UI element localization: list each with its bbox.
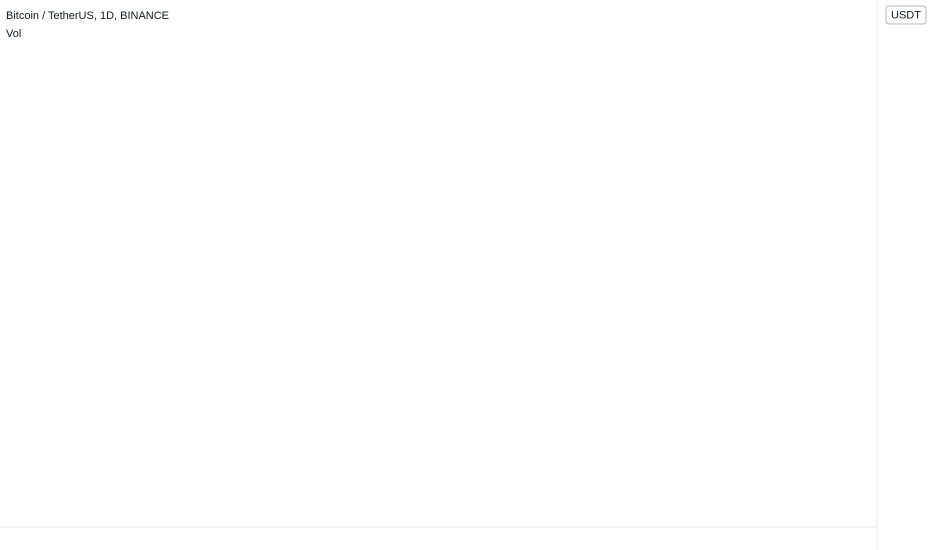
volume-label: Vol (6, 28, 21, 40)
currency-label[interactable]: USDT (891, 9, 921, 21)
currency-badge[interactable] (885, 5, 927, 25)
chart-title: Bitcoin / TetherUS, 1D, BINANCE (6, 10, 169, 22)
